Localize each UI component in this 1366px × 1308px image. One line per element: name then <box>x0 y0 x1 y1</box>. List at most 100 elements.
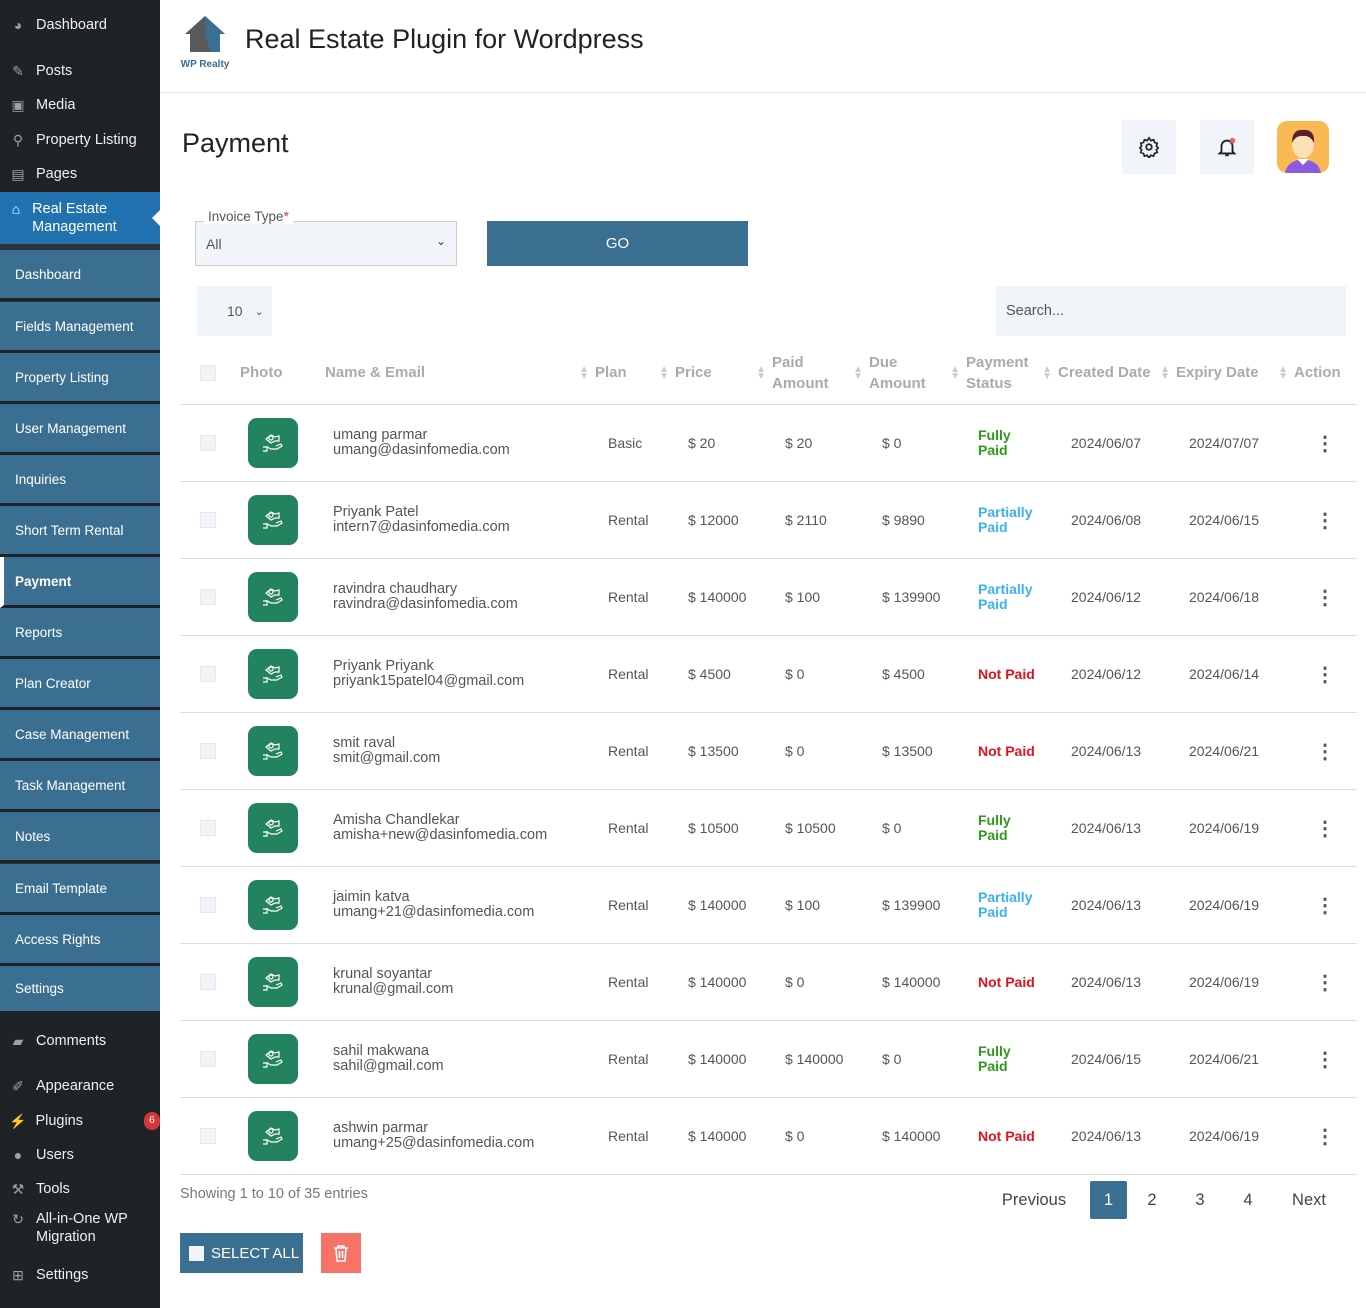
invoice-type-select[interactable]: All ⌄ <box>195 221 457 266</box>
select-all-button[interactable]: SELECT ALL <box>180 1233 303 1273</box>
go-button[interactable]: GO <box>487 221 748 266</box>
wp-menu-real-estate-management[interactable]: ⌂ Real Estate Management <box>0 192 160 244</box>
wp-realty-logo[interactable]: WP Realty <box>175 14 235 70</box>
submenu-fields-management[interactable]: Fields Management <box>0 302 160 353</box>
delete-button[interactable] <box>321 1233 361 1273</box>
more-actions-icon[interactable]: ⋮ <box>1315 509 1335 532</box>
sort-icon: ▲ ▼ <box>853 363 863 382</box>
created-date: 2024/06/15 <box>1071 1051 1142 1067</box>
row-checkbox[interactable] <box>180 1051 230 1067</box>
pagination-previous[interactable]: Previous <box>1001 1190 1067 1209</box>
wp-menu-plugins[interactable]: ⚡ Plugins 6 <box>0 1112 160 1130</box>
payment-photo <box>248 649 298 699</box>
column-header[interactable]: Created Date ▲ ▼ <box>1058 363 1170 382</box>
more-actions-icon[interactable]: ⋮ <box>1315 1125 1335 1148</box>
column-header[interactable]: Payment Status ▲ ▼ <box>966 353 1052 392</box>
pagination-next[interactable]: Next <box>1292 1190 1326 1209</box>
more-actions-icon[interactable]: ⋮ <box>1315 971 1335 994</box>
plan: Rental <box>608 1128 649 1144</box>
submenu-dashboard[interactable]: Dashboard <box>0 250 160 301</box>
wp-menu-users[interactable]: ● Users <box>0 1146 160 1164</box>
menu-label: Comments <box>36 1033 107 1049</box>
pagination-page-1[interactable]: 1 <box>1090 1181 1127 1219</box>
more-actions-icon[interactable]: ⋮ <box>1315 586 1335 609</box>
submenu-notes[interactable]: Notes <box>0 812 160 863</box>
submenu-task-management[interactable]: Task Management <box>0 761 160 812</box>
search-input[interactable] <box>996 286 1346 336</box>
submenu-user-management[interactable]: User Management <box>0 404 160 455</box>
pagination-page-3[interactable]: 3 <box>1195 1190 1205 1209</box>
column-header[interactable]: Price ▲ ▼ <box>675 363 766 382</box>
due-amount: $ 140000 <box>882 1128 941 1144</box>
submenu-email-template[interactable]: Email Template <box>0 864 160 915</box>
row-checkbox[interactable] <box>180 512 230 528</box>
select-all-checkbox[interactable] <box>180 364 230 381</box>
created-date: 2024/06/13 <box>1071 897 1142 913</box>
paid-amount: $ 100 <box>785 897 821 913</box>
notifications-button[interactable] <box>1200 120 1254 174</box>
submenu-short-term-rental[interactable]: Short Term Rental <box>0 506 160 557</box>
pagination-page-2[interactable]: 2 <box>1147 1190 1157 1209</box>
menu-label: Appearance <box>36 1078 115 1094</box>
wp-menu-posts[interactable]: ✎ Posts <box>0 62 160 80</box>
more-actions-icon[interactable]: ⋮ <box>1315 1048 1335 1071</box>
table-header: Photo Name & Email ▲ ▼ Plan ▲ ▼ Price ▲ ▼ Paid Amo… <box>180 341 1357 405</box>
column-header[interactable]: Expiry Date ▲ ▼ <box>1176 363 1288 382</box>
row-checkbox[interactable] <box>180 974 230 990</box>
row-checkbox[interactable] <box>180 589 230 605</box>
menu-label: Tools <box>36 1181 70 1197</box>
table-row: sahil makwana sahil@gmail.com Rental $ 14… <box>180 1021 1357 1098</box>
more-actions-icon[interactable]: ⋮ <box>1315 817 1335 840</box>
settings-button[interactable] <box>1122 120 1176 174</box>
wp-menu-dashboard[interactable]: ◕ Dashboard <box>0 16 160 34</box>
row-checkbox[interactable] <box>180 820 230 836</box>
row-checkbox[interactable] <box>180 435 230 451</box>
wp-menu-property-listing[interactable]: ⚲ Property Listing <box>0 131 160 149</box>
customer-email: ravindra@dasinfomedia.com <box>333 596 518 612</box>
wp-menu-pages[interactable]: ▤ Pages <box>0 165 160 183</box>
payment-hands-icon <box>263 434 283 452</box>
due-amount: $ 0 <box>882 820 902 836</box>
submenu-reports[interactable]: Reports <box>0 608 160 659</box>
wp-menu-comments[interactable]: ▰ Comments <box>0 1032 160 1050</box>
submenu-property-listing[interactable]: Property Listing <box>0 353 160 404</box>
column-header[interactable]: Paid Amount ▲ ▼ <box>772 353 863 392</box>
created-date: 2024/06/13 <box>1071 974 1142 990</box>
price: $ 10500 <box>688 820 739 836</box>
expiry-date: 2024/06/15 <box>1189 512 1260 528</box>
payment-status: Fully Paid <box>978 812 1011 843</box>
wp-menu-media[interactable]: ▣ Media <box>0 96 160 114</box>
user-avatar[interactable] <box>1277 121 1329 173</box>
menu-label: Media <box>36 97 76 113</box>
submenu-plan-creator[interactable]: Plan Creator <box>0 659 160 710</box>
paid-amount: $ 20 <box>785 435 813 451</box>
column-header[interactable]: Plan ▲ ▼ <box>595 363 669 382</box>
more-actions-icon[interactable]: ⋮ <box>1315 894 1335 917</box>
sort-icon: ▲ ▼ <box>950 363 960 382</box>
wp-menu-appearance[interactable]: ✐ Appearance <box>0 1077 160 1095</box>
row-checkbox[interactable] <box>180 743 230 759</box>
submenu-access-rights[interactable]: Access Rights <box>0 915 160 966</box>
more-actions-icon[interactable]: ⋮ <box>1315 432 1335 455</box>
submenu-case-management[interactable]: Case Management <box>0 710 160 761</box>
column-header[interactable]: Name & Email ▲ ▼ <box>325 363 589 382</box>
submenu-payment[interactable]: Payment <box>0 557 160 608</box>
row-checkbox[interactable] <box>180 1128 230 1144</box>
row-checkbox[interactable] <box>180 897 230 913</box>
customer-name: krunal soyantar <box>333 966 433 982</box>
column-header[interactable]: Due Amount ▲ ▼ <box>869 353 960 392</box>
payment-status: Not Paid <box>978 973 1035 990</box>
more-actions-icon[interactable]: ⋮ <box>1315 740 1335 763</box>
wp-menu-all-in-one-wp-migration[interactable]: ↻ All-in-One WP Migration <box>0 1210 160 1246</box>
pagination-page-4[interactable]: 4 <box>1243 1190 1253 1209</box>
invoice-type-value: All <box>206 236 222 252</box>
submenu-inquiries[interactable]: Inquiries <box>0 455 160 506</box>
submenu-settings[interactable]: Settings <box>0 966 160 1014</box>
wp-menu-settings[interactable]: ⊞ Settings <box>0 1266 160 1284</box>
more-actions-icon[interactable]: ⋮ <box>1315 663 1335 686</box>
page-length-select[interactable]: 10 ⌄ <box>197 286 272 336</box>
wp-menu-tools[interactable]: ⚒ Tools <box>0 1180 160 1198</box>
price: $ 20 <box>688 435 716 451</box>
row-checkbox[interactable] <box>180 666 230 682</box>
menu-label: Settings <box>36 1267 89 1283</box>
